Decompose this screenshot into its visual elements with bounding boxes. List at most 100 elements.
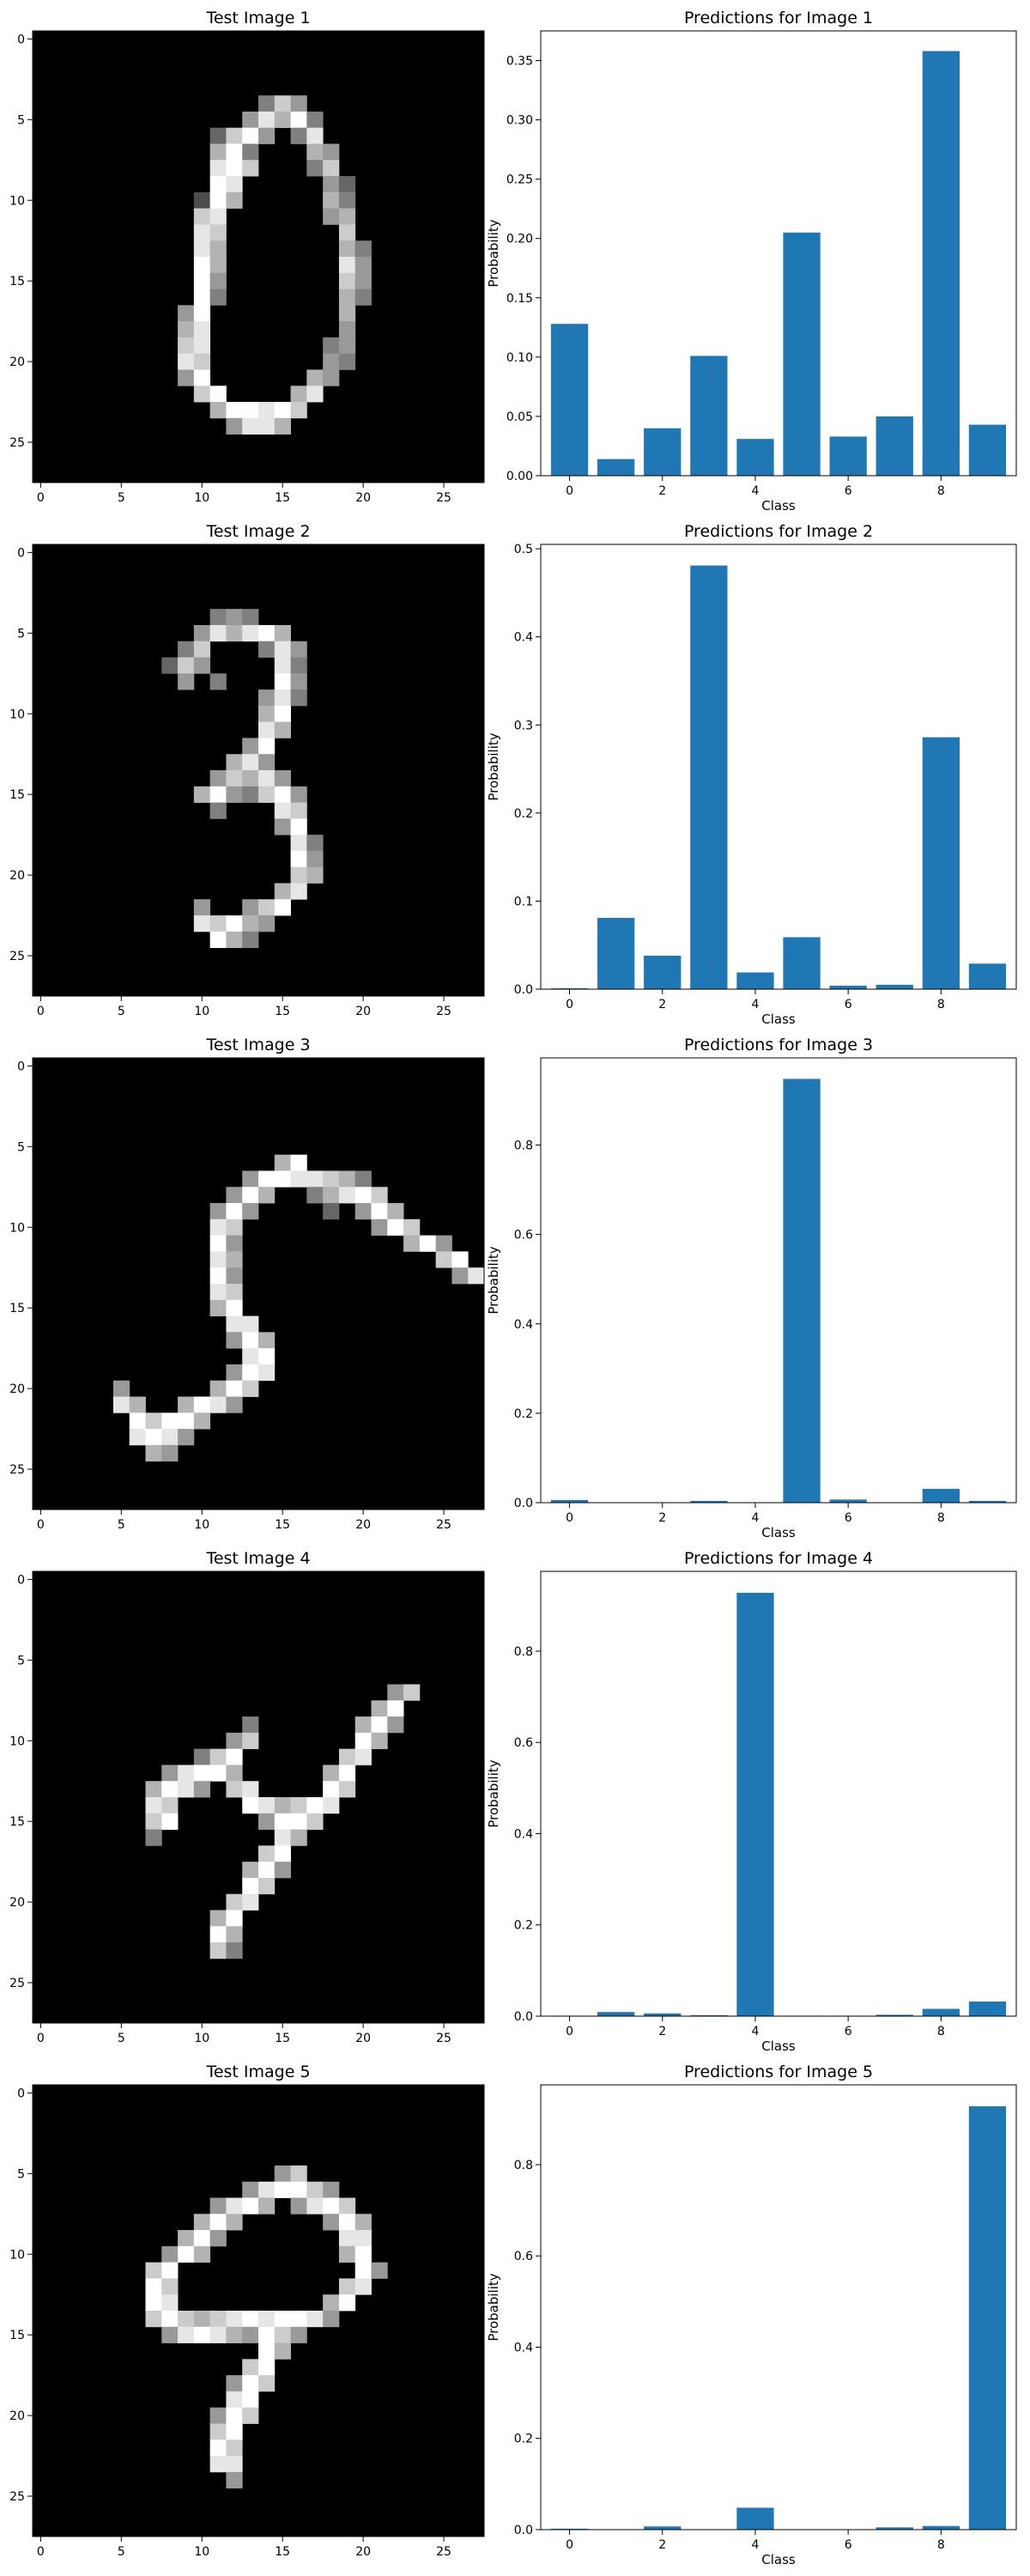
image-pixel bbox=[193, 2214, 211, 2231]
image-pixel bbox=[209, 127, 227, 144]
image-pixel bbox=[178, 1781, 195, 1798]
x-tick-label: 5 bbox=[118, 2545, 125, 2559]
image-pixel bbox=[274, 1845, 291, 1862]
image-pixel bbox=[403, 1235, 421, 1252]
image-pixel bbox=[145, 1413, 162, 1430]
image-pixel bbox=[161, 1781, 179, 1798]
image-pixel bbox=[226, 2197, 243, 2215]
y-tick-label: 0 bbox=[17, 2087, 25, 2100]
image-pixel bbox=[242, 2326, 259, 2343]
image-pixel bbox=[290, 641, 307, 658]
image-pixel bbox=[258, 111, 276, 129]
image-pixel bbox=[161, 1813, 179, 1830]
bar-class-5 bbox=[783, 937, 821, 989]
image-pixel bbox=[258, 899, 276, 916]
y-tick-label: 5 bbox=[17, 2167, 25, 2181]
y-tick-label: 0.5 bbox=[514, 543, 533, 556]
x-tick-label: 15 bbox=[275, 2545, 290, 2559]
image-pixel bbox=[226, 402, 243, 419]
x-tick-label: 0 bbox=[37, 2032, 45, 2045]
image-pixel bbox=[161, 1413, 179, 1430]
image-pixel bbox=[290, 95, 307, 112]
image-pixel bbox=[209, 2407, 227, 2424]
image-pixel bbox=[258, 1845, 276, 1862]
image-pixel bbox=[258, 641, 276, 658]
image-pixel bbox=[145, 1429, 162, 1446]
image-pixel bbox=[161, 1797, 179, 1814]
y-tick-label: 25 bbox=[9, 1463, 25, 1477]
image-pixel bbox=[258, 705, 276, 723]
image-pixel bbox=[242, 1732, 259, 1750]
image-pixel bbox=[242, 1877, 259, 1895]
image-pixel bbox=[290, 850, 307, 868]
image-pixel bbox=[226, 1380, 243, 1397]
x-tick-label: 8 bbox=[937, 998, 945, 1012]
image-pixel bbox=[371, 1218, 388, 1236]
image-pixel bbox=[209, 402, 227, 419]
image-pixel bbox=[242, 1893, 259, 1911]
image-pixel bbox=[290, 386, 307, 403]
image-pixel bbox=[323, 2311, 340, 2328]
bar-class-6 bbox=[829, 985, 867, 989]
image-pixel bbox=[338, 1170, 356, 1188]
image-pixel bbox=[209, 624, 227, 642]
image-pixel bbox=[226, 1315, 243, 1333]
x-tick-label: 25 bbox=[436, 1005, 451, 1018]
y-tick-label: 10 bbox=[9, 1221, 25, 1235]
image-pixel bbox=[306, 2311, 324, 2328]
image-pixel bbox=[338, 1781, 356, 1798]
y-tick-label: 20 bbox=[9, 355, 25, 369]
image-pixel bbox=[226, 143, 243, 161]
x-tick-label: 8 bbox=[937, 1511, 945, 1525]
image-pixel bbox=[242, 1862, 259, 1879]
y-tick-label: 10 bbox=[9, 708, 25, 721]
image-pixel bbox=[258, 624, 276, 642]
image-pixel bbox=[178, 641, 195, 658]
image-pixel bbox=[290, 802, 307, 819]
x-tick-label: 10 bbox=[194, 2545, 209, 2559]
image-pixel bbox=[242, 609, 259, 626]
chart-title: Predictions for Image 1 bbox=[684, 9, 873, 27]
image-background bbox=[33, 1058, 484, 1510]
image-pixel bbox=[145, 1797, 162, 1814]
x-tick-label: 10 bbox=[194, 2032, 209, 2045]
x-tick-label: 15 bbox=[275, 491, 290, 505]
image-pixel bbox=[193, 240, 211, 258]
y-tick-label: 0 bbox=[17, 1573, 25, 1587]
image-pixel bbox=[209, 240, 227, 258]
image-pixel bbox=[306, 2181, 324, 2198]
image-pixel bbox=[193, 337, 211, 355]
x-tick-label: 6 bbox=[845, 2538, 852, 2552]
image-pixel bbox=[274, 818, 291, 835]
image-pixel bbox=[338, 305, 356, 322]
image-pixel bbox=[226, 2439, 243, 2457]
image-pixel bbox=[193, 321, 211, 338]
y-tick-label: 25 bbox=[9, 950, 25, 963]
image-frame bbox=[32, 1571, 485, 2024]
image-pixel bbox=[209, 1203, 227, 1220]
image-pixel bbox=[178, 353, 195, 370]
y-tick-label: 0.4 bbox=[514, 631, 533, 645]
image-pixel bbox=[193, 657, 211, 674]
bar-class-2 bbox=[644, 428, 682, 476]
image-pixel bbox=[193, 386, 211, 403]
image-pixel bbox=[193, 1396, 211, 1413]
image-pixel bbox=[242, 1716, 259, 1734]
image-pixel bbox=[178, 2311, 195, 2328]
image-pixel bbox=[242, 143, 259, 161]
image-pixel bbox=[323, 2214, 340, 2231]
image-pixel bbox=[145, 2311, 162, 2328]
y-tick-label: 0.6 bbox=[514, 1229, 533, 1242]
image-pixel bbox=[290, 1829, 307, 1846]
bar-class-1 bbox=[597, 459, 635, 476]
x-tick-label: 0 bbox=[566, 998, 573, 1012]
x-tick-label: 20 bbox=[355, 1005, 371, 1018]
x-tick-label: 5 bbox=[118, 1518, 125, 1532]
image-pixel bbox=[145, 1444, 162, 1462]
image-pixel bbox=[274, 657, 291, 674]
image-pixel bbox=[290, 2165, 307, 2183]
image-pixel bbox=[178, 337, 195, 355]
image-pixel bbox=[209, 1235, 227, 1252]
bar-class-5 bbox=[783, 1078, 821, 1503]
image-pixel bbox=[354, 2230, 372, 2247]
